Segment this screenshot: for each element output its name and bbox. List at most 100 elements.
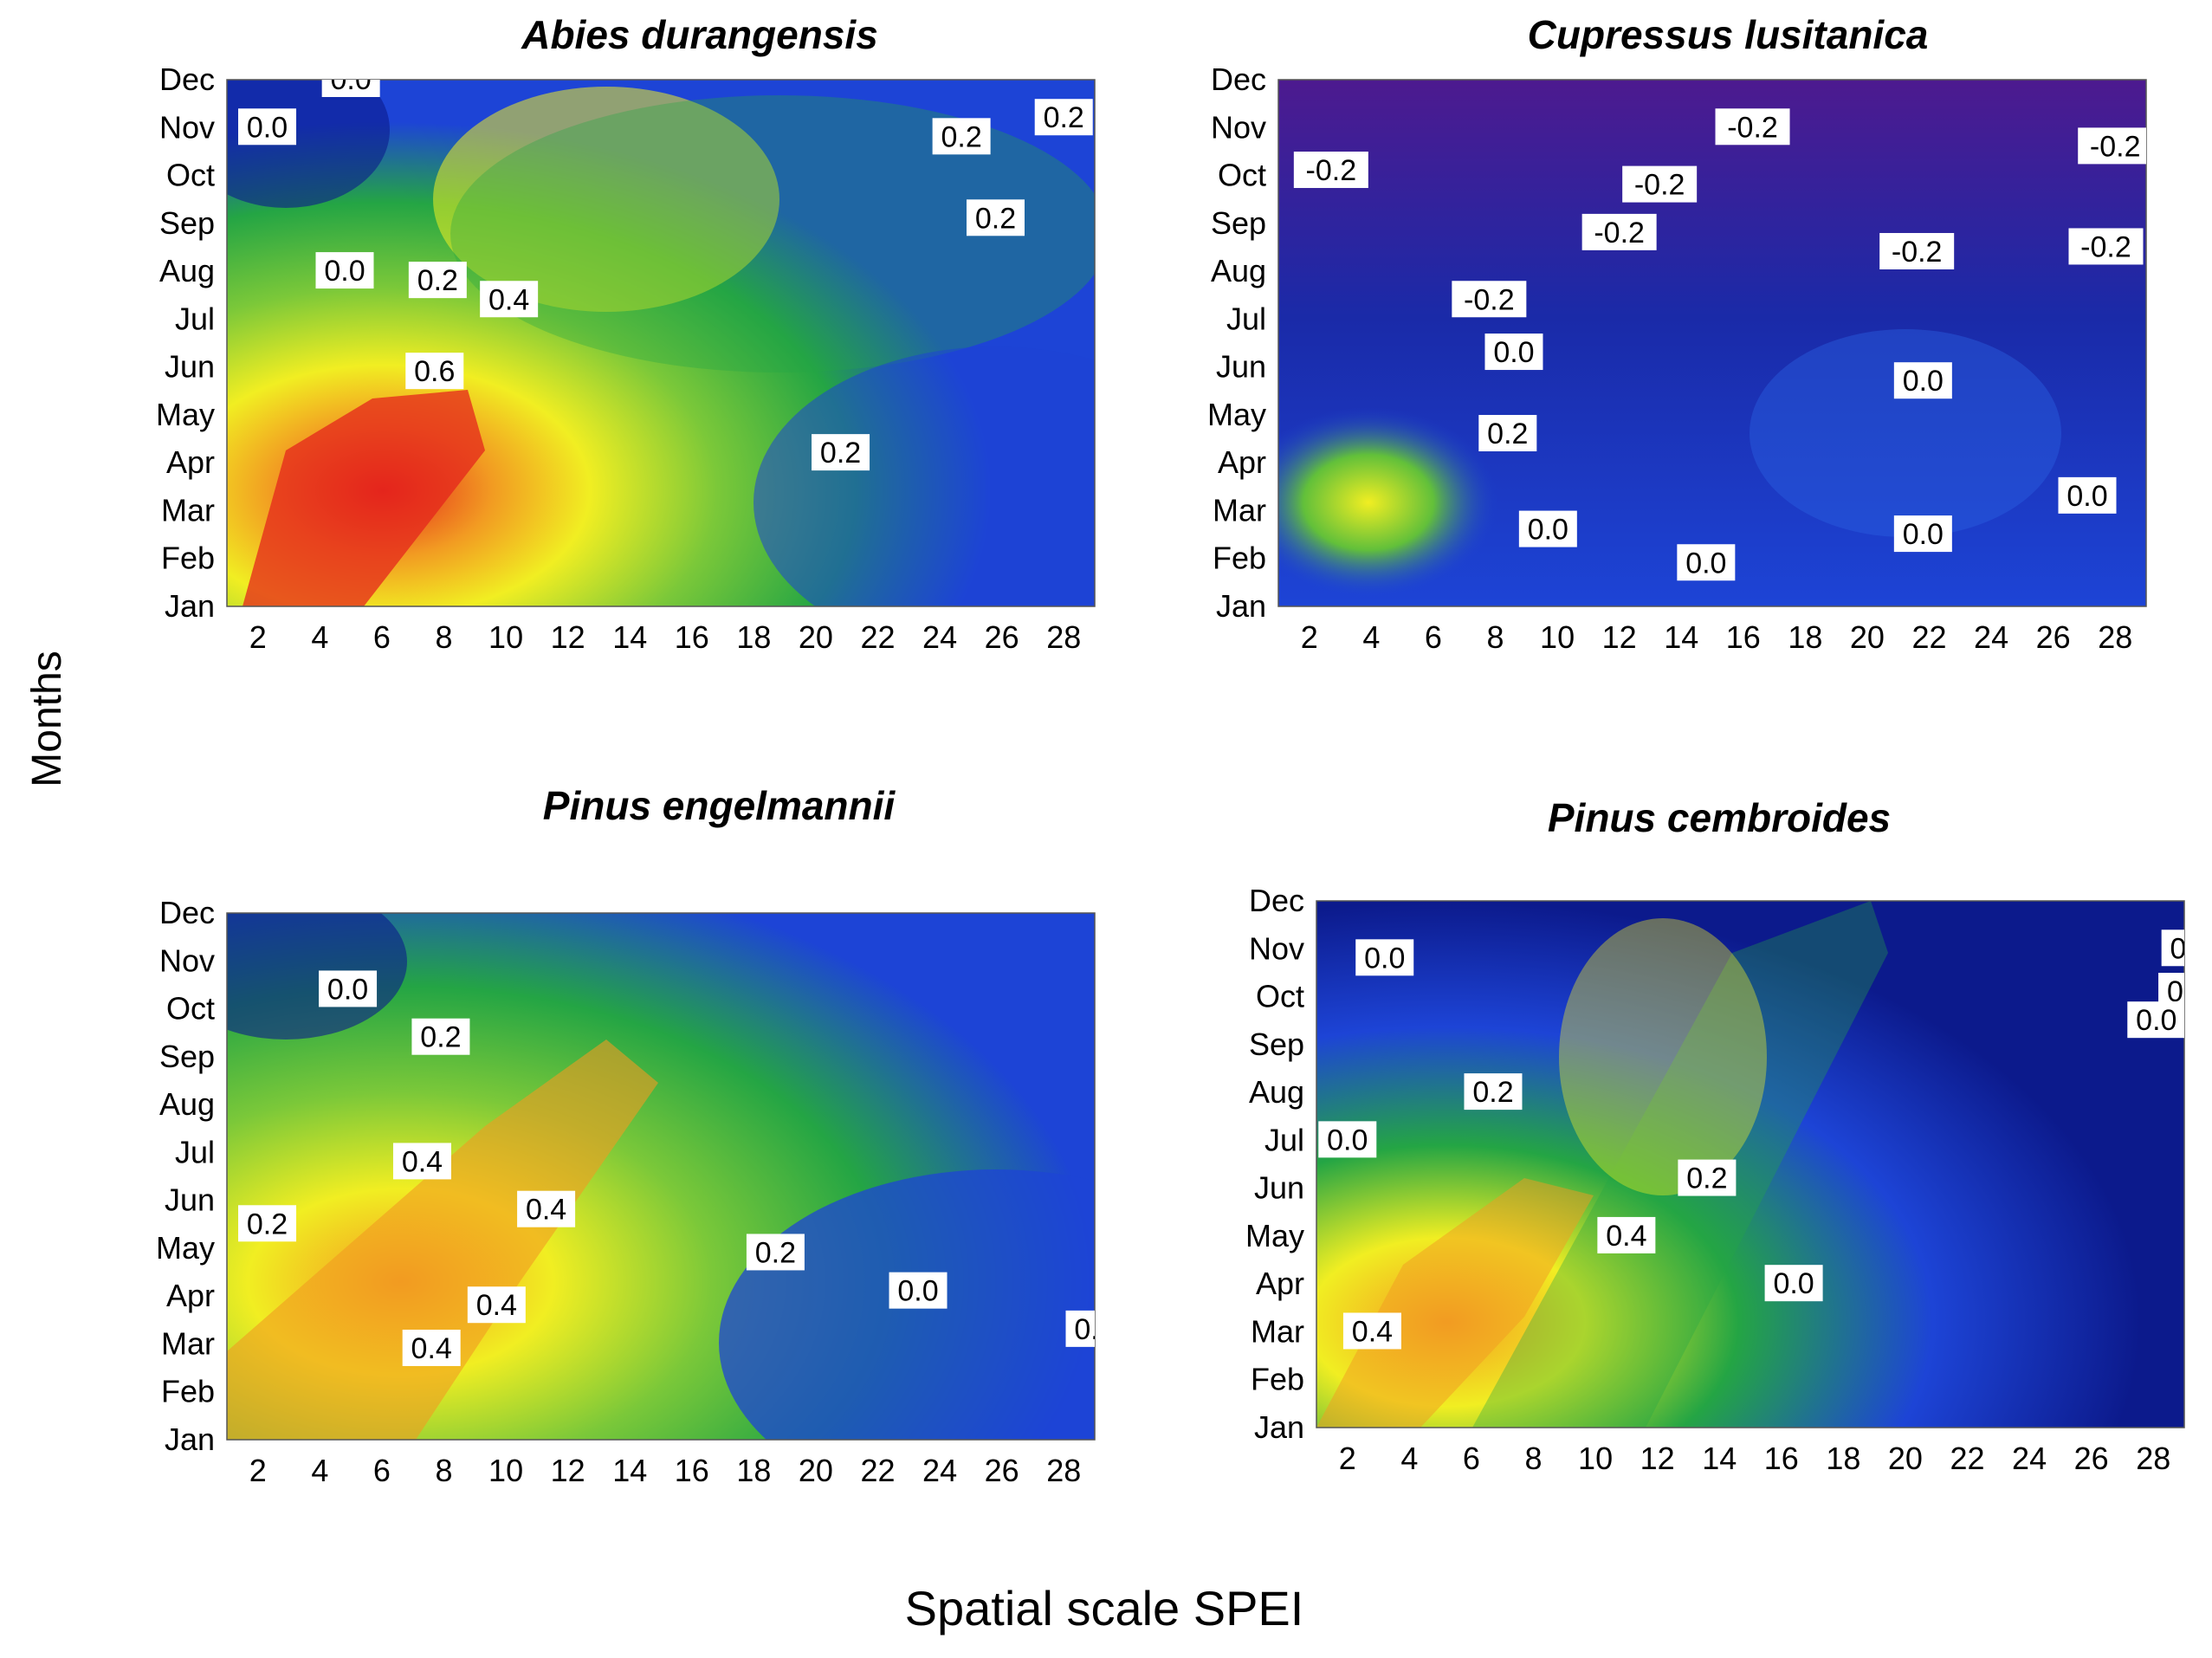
- contour-label-box: [411, 1018, 470, 1055]
- contour-label-box: [746, 1234, 805, 1271]
- y-tick-label: Apr: [166, 1278, 215, 1313]
- y-tick-label: May: [156, 1230, 215, 1266]
- y-tick-label: Feb: [1251, 1362, 1304, 1397]
- x-tick-label: 8: [1486, 619, 1504, 655]
- contour-label-text: 0.2: [1487, 418, 1528, 450]
- x-tick-label: 22: [860, 619, 895, 655]
- y-tick-label: Jan: [1216, 588, 1266, 624]
- contour-label-box: [2068, 228, 2144, 265]
- x-tick-label: 26: [985, 1453, 1019, 1488]
- contour-label: 0.4: [480, 281, 539, 318]
- contour-label: 0.4: [467, 1286, 526, 1324]
- x-tick-label: 4: [311, 1453, 328, 1488]
- contour-label-text: 0.2: [420, 1021, 461, 1054]
- contour-label: 0.4: [517, 1190, 576, 1227]
- contour-label-text: 0.0: [2170, 932, 2211, 965]
- contour-label: 0.4: [392, 1143, 451, 1180]
- contour-label: 0.0: [1764, 1265, 1823, 1302]
- x-tick-label: 26: [2074, 1441, 2109, 1476]
- contour-label: 0.2: [411, 1018, 470, 1055]
- contour-label-box: [2078, 127, 2146, 165]
- y-tick-label: Feb: [161, 1374, 215, 1409]
- contour-label: 0.0: [1484, 334, 1543, 371]
- contour-label-box: [467, 1286, 526, 1324]
- contour-label-box: [321, 80, 380, 97]
- x-tick-label: 28: [1046, 619, 1081, 655]
- contour-label-box: [1478, 415, 1537, 452]
- contour-label-text: 0.2: [755, 1236, 796, 1269]
- contour-label: 0.0: [1355, 939, 1414, 976]
- heatmap-surface: [227, 80, 1095, 606]
- contour-label-text: 0.0: [1364, 942, 1405, 975]
- contour-label: -0.2: [1622, 165, 1698, 203]
- panel-title: Pinus cembroides: [1548, 795, 1891, 840]
- contour-label-text: 0.4: [411, 1332, 452, 1365]
- contour-label-text: 0.0: [247, 111, 288, 144]
- y-tick-label: Jul: [175, 1134, 215, 1169]
- contour-label: 0.4: [1342, 1312, 1401, 1350]
- contour-label-text: 0.0: [1685, 547, 1726, 580]
- contour-label-text: 0.2: [975, 202, 1016, 235]
- contour-label-text: 0.2: [417, 264, 458, 297]
- contour-label: 0.4: [402, 1329, 461, 1366]
- contour-label-text: 0.2: [247, 1208, 288, 1240]
- x-tick-label: 2: [1301, 619, 1318, 655]
- x-tick-label: 12: [551, 1453, 585, 1488]
- heatmap-surface: [1316, 901, 2184, 1428]
- y-tick-label: Sep: [1211, 205, 1266, 241]
- contour-label: -0.2: [1581, 213, 1657, 250]
- contour-label: -0.2: [1879, 232, 1955, 269]
- y-tick-label: Apr: [1256, 1266, 1304, 1301]
- contour-label-text: -0.2: [1892, 236, 1943, 269]
- y-tick-label: Mar: [161, 1325, 215, 1361]
- y-tick-label: May: [1207, 397, 1266, 432]
- contour-label-text: 0.6: [414, 355, 455, 388]
- y-tick-label: Nov: [159, 942, 215, 978]
- contour-label-box: [966, 199, 1025, 236]
- contour-label-text: 0.4: [402, 1145, 443, 1178]
- contour-label: 0.2: [1478, 415, 1537, 452]
- contour-label-box: [2161, 929, 2184, 967]
- contour-label-box: [889, 1272, 948, 1309]
- contour-label: 0.0: [1518, 510, 1577, 547]
- y-tick-label: Oct: [166, 158, 215, 193]
- y-tick-label: Mar: [161, 492, 215, 528]
- x-tick-label: 22: [860, 1453, 895, 1488]
- contour-label: 0.0: [238, 108, 297, 146]
- contour-label: 0.2: [966, 199, 1025, 236]
- x-tick-label: 14: [1702, 1441, 1737, 1476]
- contour-label-text: 0.2: [1472, 1076, 1513, 1109]
- contour-label: 0.0: [319, 970, 378, 1007]
- contour-label-box: [1318, 1121, 1377, 1158]
- x-tick-label: 10: [488, 619, 523, 655]
- x-tick-label: 14: [1664, 619, 1698, 655]
- x-tick-label: 12: [1602, 619, 1637, 655]
- x-tick-label: 6: [1463, 1441, 1480, 1476]
- contour-label-box: [1893, 362, 1952, 399]
- contour-label-box: [319, 970, 378, 1007]
- x-tick-label: 26: [985, 619, 1019, 655]
- y-tick-label: Dec: [159, 895, 215, 930]
- contour-label-text: 0.0: [1493, 336, 1534, 369]
- contour-label-box: [1518, 510, 1577, 547]
- panel-cupressus-lusitanica: Cupressus lusitanica Jan Feb Mar Apr May Jun J…: [1207, 12, 2147, 655]
- y-tick-label: Oct: [1256, 979, 1304, 1014]
- contour-label-text: -0.2: [1306, 154, 1357, 187]
- x-tick-label: 24: [922, 1453, 957, 1488]
- contour-label: -0.2: [1293, 152, 1368, 189]
- x-tick-label: 26: [2036, 619, 2071, 655]
- contour-label-text: -0.2: [1634, 169, 1685, 202]
- contour-label-box: [1677, 544, 1736, 581]
- contour-label-box: [2058, 476, 2117, 514]
- y-tick-label: Mar: [1213, 492, 1266, 528]
- y-tick-label: Jun: [165, 349, 215, 385]
- y-tick-label: Nov: [1249, 930, 1304, 966]
- contour-label: 0.2: [746, 1234, 805, 1271]
- contour-label-box: [405, 353, 464, 390]
- x-tick-label: 4: [1362, 619, 1380, 655]
- contour-label-box: [1452, 281, 1527, 318]
- contour-label-box: [1893, 515, 1952, 553]
- contour-label-box: [402, 1329, 461, 1366]
- y-tick-label: Jul: [1264, 1122, 1304, 1157]
- contour-label: 0.6: [405, 353, 464, 390]
